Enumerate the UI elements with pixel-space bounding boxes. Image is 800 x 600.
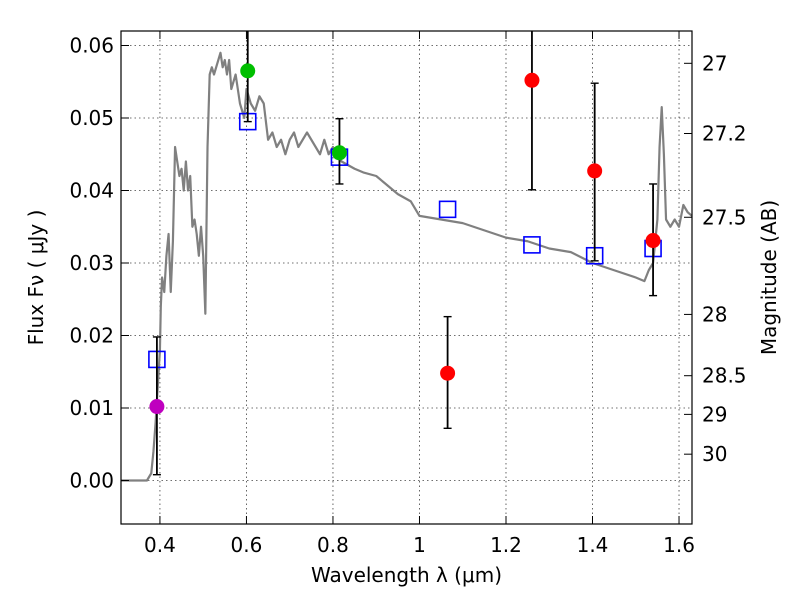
x-axis-label: Wavelength λ (μm) <box>311 563 502 587</box>
y-tick-label: 0.04 <box>69 179 114 203</box>
ticks-layer: 0.4 0.6 0.8 1 1.2 1.4 1.6 0.00 0.01 0.02 0.03 0.04 0… <box>69 31 747 557</box>
x-tick-label: 0.4 <box>144 533 176 557</box>
model-spectrum-line <box>121 51 692 482</box>
observation-point <box>440 365 456 381</box>
y-tick-label: 0.03 <box>69 251 114 275</box>
x-tick-label: 0.8 <box>317 533 349 557</box>
grid-layer <box>121 31 692 524</box>
observation-point <box>149 399 165 415</box>
model-photometry-layer <box>148 112 662 369</box>
observation-point <box>240 63 256 79</box>
y-tick-label: 0.06 <box>69 34 114 58</box>
y-tick-label: 0.02 <box>69 324 114 348</box>
x-tick-label: 1.4 <box>577 533 609 557</box>
spectrum-layer <box>121 51 692 482</box>
observation-point <box>645 233 661 249</box>
y-tick-label: 0.00 <box>69 469 114 493</box>
x-tick-label: 1 <box>413 533 426 557</box>
observation-point <box>331 145 347 161</box>
mag-tick-label: 28.5 <box>702 364 747 388</box>
y-tick-label: 0.01 <box>69 396 114 420</box>
mag-tick-label: 28 <box>702 302 727 326</box>
y-tick-label: 0.05 <box>69 106 114 130</box>
mag-tick-label: 27.2 <box>702 121 747 145</box>
plot-frame <box>120 30 693 525</box>
mag-tick-label: 30 <box>702 442 727 466</box>
mag-tick-label: 29 <box>702 402 727 426</box>
x-tick-label: 1.2 <box>490 533 522 557</box>
x-tick-label: 1.6 <box>663 533 695 557</box>
mag-tick-label: 27 <box>702 51 727 75</box>
observation-point <box>587 163 603 179</box>
y2-axis-label: Magnitude (AB) <box>757 200 781 355</box>
y-axis-label: Flux Fν ( μJy ) <box>24 210 48 346</box>
observations-layer <box>149 31 661 476</box>
model-photometry-square <box>523 236 541 254</box>
mag-tick-label: 27.5 <box>702 205 747 229</box>
model-photometry-square <box>438 200 457 219</box>
x-tick-label: 0.6 <box>231 533 263 557</box>
observation-point <box>524 72 540 88</box>
